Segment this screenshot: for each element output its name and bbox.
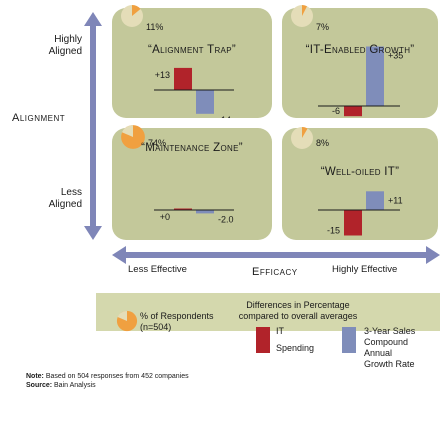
y-axis-top-label: Highly Aligned <box>48 34 82 57</box>
x-axis-title: Efficacy <box>252 266 298 278</box>
respondents-percent: 74% <box>148 138 167 148</box>
respondents-percent: 8% <box>316 138 330 148</box>
it-spending-label: -6 <box>332 106 340 116</box>
pie-icon <box>121 125 145 149</box>
sales-growth-bar <box>196 210 214 214</box>
sales-growth-label: +35 <box>388 51 403 61</box>
legend-pie-icon <box>116 310 138 332</box>
y-axis-arrow <box>84 12 102 240</box>
bar-group: -15 +11 <box>318 191 403 236</box>
y-axis-title: Alignment <box>12 112 66 124</box>
pie-icon <box>291 126 313 149</box>
respondents-percent: 7% <box>316 22 330 32</box>
respondents-percent: 11% <box>146 22 164 32</box>
it-spending-label: -15 <box>327 226 340 236</box>
x-axis-arrow <box>112 246 440 264</box>
it-spending-bar <box>344 106 362 117</box>
y-axis-bottom-label: Less Aligned <box>48 187 82 210</box>
it-spending-label: +0 <box>160 212 170 222</box>
bar-group: +13 -14 <box>154 67 234 118</box>
quadrant-maintenance-zone: 74% “Maintenance Zone” +0 -2.0 <box>112 125 272 240</box>
quadrant-alignment-trap: 11% “Alignment Trap” +13 -14 <box>112 4 272 118</box>
quadrant-it-enabled-growth: 7% -6 +35 “IT-Enabled Growth” <box>282 5 438 118</box>
footnote: Note: Based on 504 responses from 452 co… <box>26 373 189 389</box>
legend-respondents: % of Respondents (n=504) <box>140 311 214 332</box>
legend-it-label: IT Spending <box>276 326 315 353</box>
sales-growth-label: +11 <box>388 195 403 205</box>
legend-sales-swatch <box>342 327 356 353</box>
legend-differences-title: Differences in Percentage compared to ov… <box>238 300 358 321</box>
quadrant-title: “Well-oiled IT” <box>320 166 400 178</box>
bar-group: -6 +35 <box>318 46 403 117</box>
quadrant-title: “Alignment Trap” <box>148 44 236 56</box>
it-spending-bar <box>174 208 192 210</box>
pie-icon <box>121 4 143 27</box>
sales-growth-bar <box>366 191 384 210</box>
sales-growth-label: -14 <box>218 115 231 118</box>
sales-growth-bar <box>366 46 384 106</box>
quadrant-title: “Maintenance Zone” <box>141 142 243 154</box>
legend-band <box>96 293 440 331</box>
quadrant-well-oiled-it: 8% “Well-oiled IT” -15 +11 <box>282 126 438 240</box>
it-spending-bar <box>174 67 192 90</box>
pie-icon <box>291 5 313 27</box>
sales-growth-label: -2.0 <box>218 214 234 224</box>
x-axis-left-label: Less Effective <box>128 264 187 275</box>
legend-sales-label: 3-Year Sales Compound Annual Growth Rate <box>364 326 416 369</box>
sales-growth-bar <box>196 90 214 114</box>
x-axis-right-label: Highly Effective <box>332 264 398 275</box>
it-spending-bar <box>344 210 362 236</box>
it-spending-label: +13 <box>155 70 170 80</box>
legend-it-swatch <box>256 327 270 353</box>
quadrant-title: “IT-Enabled Growth” <box>305 44 415 56</box>
bar-group: +0 -2.0 <box>154 208 234 224</box>
